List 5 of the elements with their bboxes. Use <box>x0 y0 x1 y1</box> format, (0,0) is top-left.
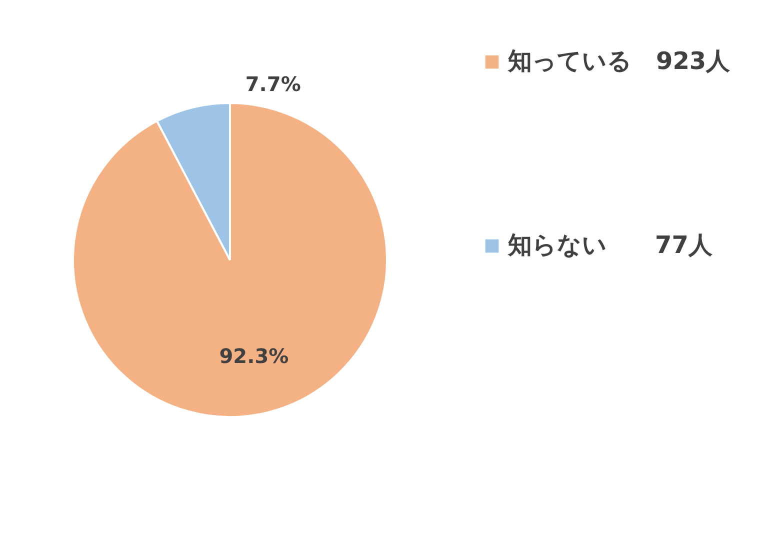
legend-label: 知らない 77人 <box>507 231 714 259</box>
data-label: 7.7% <box>245 72 301 96</box>
data-label: 92.3% <box>219 344 289 368</box>
pie-slice <box>72 102 388 418</box>
legend-label: 知っている 923人 <box>507 47 732 75</box>
